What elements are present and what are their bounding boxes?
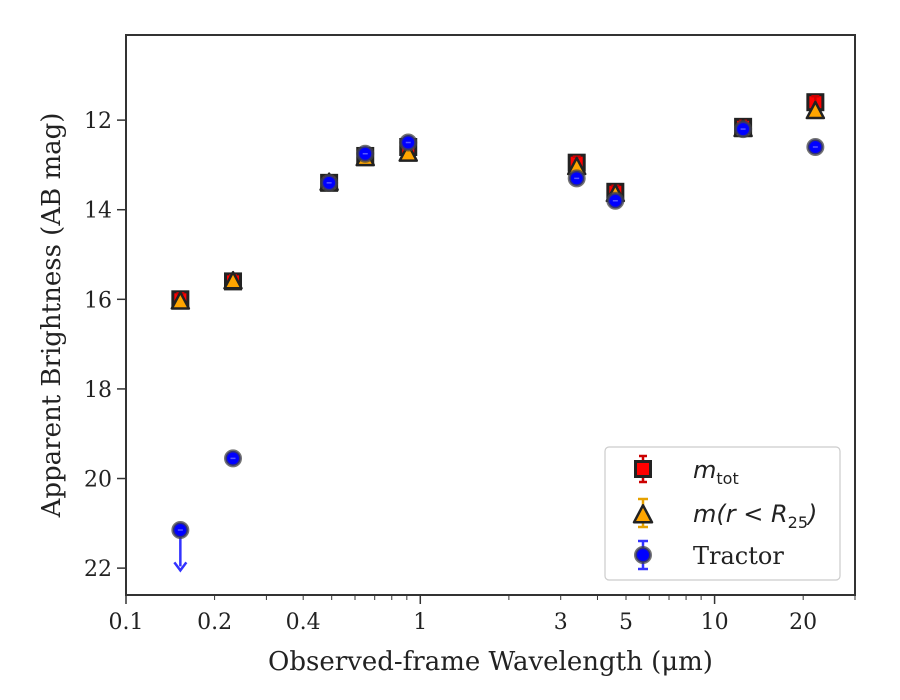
data-point [606,191,625,210]
y-tick-label: 20 [84,468,112,493]
data-point [398,143,418,162]
y-tick-label: 14 [84,199,112,224]
circle-marker [399,133,418,152]
y-tick-label: 16 [84,288,112,313]
data-point [399,133,418,152]
legend-entry: Tractor [634,539,784,571]
circle-marker [806,138,825,156]
series-circle [171,120,825,573]
legend-box [604,446,841,581]
x-tick-label: 0.2 [197,610,232,635]
triangle-marker [170,291,191,310]
data-point [806,138,825,156]
circle-marker [171,521,190,540]
square-marker [634,460,652,478]
circle-marker [734,120,753,139]
circle-marker [567,169,586,188]
triangle-marker [805,100,826,120]
upper-limit-arrowhead [173,561,188,573]
series-square [171,93,825,309]
data-point [356,144,375,163]
data-point [223,270,243,290]
x-tick-label: 10 [701,610,729,635]
triangle-marker [398,143,418,162]
triangle-marker [632,504,654,524]
circle-marker [320,173,339,192]
x-tick-label: 5 [619,610,633,635]
y-tick-label: 12 [84,109,112,134]
data-point [567,169,586,188]
y-tick-label: 18 [84,378,112,403]
data-point [170,291,191,310]
y-tick-label: 22 [84,557,112,582]
x-tick-label: 20 [789,610,817,635]
legend-label: Tractor [693,542,784,570]
x-tick-label: 1 [413,610,427,635]
y-axis-ticks: 12 14 16 18 20 22 [84,109,126,582]
legend: mtot m(r < R25) Tractor [604,446,841,581]
data-markers [170,93,826,573]
y-axis-label: Apparent Brightness (AB mag) [37,113,67,519]
legend-entry: m(r < R25) [632,497,817,532]
triangle-marker [223,270,243,290]
data-point [224,449,243,468]
legend-label: mtot [693,456,739,488]
x-tick-label: 3 [554,610,568,635]
plot-frame [125,34,856,596]
x-axis-ticks: 0.1 0.2 0.4 1 3 5 10 20 [109,595,856,635]
data-point [734,120,753,139]
x-tick-label: 0.1 [109,610,144,635]
legend-entry: mtot [634,454,739,488]
circle-marker [224,449,243,468]
circle-marker [634,546,652,564]
circle-marker [606,191,625,210]
legend-label: m(r < R25) [693,500,817,532]
data-point [320,173,339,192]
data-point [805,100,826,120]
x-axis-label: Observed-frame Wavelength (μm) [268,647,713,677]
x-tick-label: 0.4 [286,610,321,635]
series-triangle [170,100,826,310]
data-point [171,521,190,573]
circle-marker [356,144,375,163]
